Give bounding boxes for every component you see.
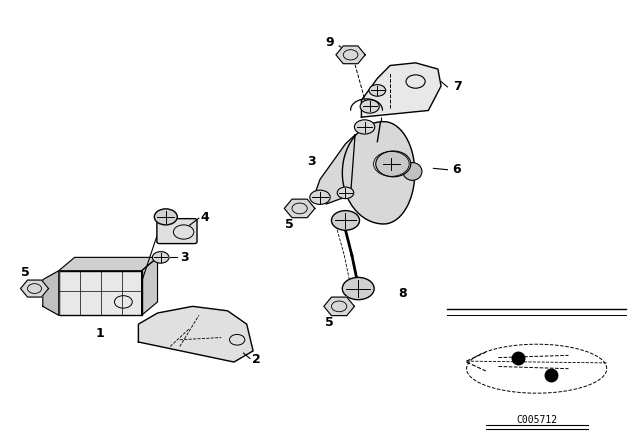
FancyBboxPatch shape: [157, 219, 197, 244]
Polygon shape: [342, 121, 415, 224]
Circle shape: [360, 100, 380, 113]
Text: 6: 6: [452, 163, 461, 176]
Text: 3: 3: [180, 251, 189, 264]
Text: 7: 7: [452, 80, 461, 93]
Polygon shape: [314, 135, 355, 204]
Polygon shape: [138, 306, 253, 362]
Circle shape: [332, 211, 360, 230]
Circle shape: [355, 120, 375, 134]
Polygon shape: [59, 258, 157, 271]
Text: 5: 5: [325, 316, 334, 329]
Polygon shape: [362, 63, 441, 117]
Polygon shape: [20, 280, 49, 297]
Polygon shape: [324, 297, 355, 316]
Ellipse shape: [376, 151, 411, 177]
Circle shape: [310, 190, 330, 204]
Polygon shape: [284, 199, 315, 218]
Text: C005712: C005712: [516, 415, 557, 425]
Ellipse shape: [403, 163, 422, 181]
Text: 9: 9: [325, 36, 334, 49]
Circle shape: [342, 277, 374, 300]
Text: 4: 4: [201, 211, 210, 224]
Circle shape: [380, 156, 403, 172]
Text: 8: 8: [399, 287, 407, 300]
Text: 2: 2: [252, 353, 260, 366]
Text: 1: 1: [96, 327, 104, 340]
Polygon shape: [141, 258, 157, 315]
Text: 5: 5: [20, 267, 29, 280]
Polygon shape: [336, 46, 365, 64]
Polygon shape: [59, 271, 141, 315]
Circle shape: [154, 209, 177, 225]
Circle shape: [337, 187, 354, 198]
Circle shape: [152, 252, 169, 263]
Polygon shape: [43, 271, 59, 315]
Text: 3: 3: [307, 155, 316, 168]
Circle shape: [369, 85, 386, 96]
Text: 5: 5: [285, 218, 294, 231]
